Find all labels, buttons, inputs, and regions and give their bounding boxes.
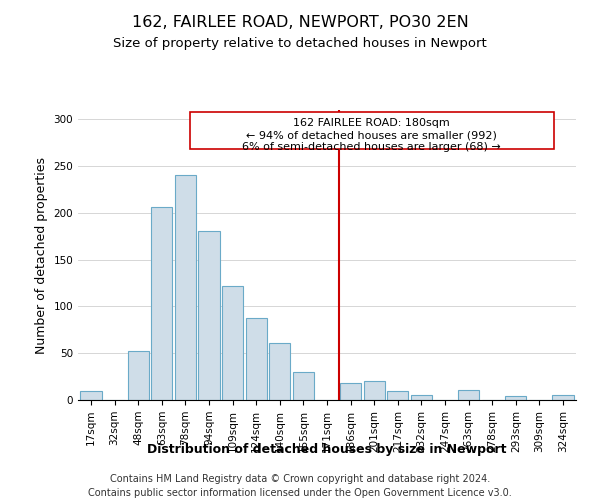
FancyBboxPatch shape	[190, 112, 554, 150]
Text: 162 FAIRLEE ROAD: 180sqm: 162 FAIRLEE ROAD: 180sqm	[293, 118, 450, 128]
Bar	[245, 318, 267, 400]
Bar	[199, 230, 220, 400]
Text: Distribution of detached houses by size in Newport: Distribution of detached houses by size …	[147, 442, 507, 456]
Bar	[340, 383, 361, 400]
Text: Size of property relative to detached houses in Newport: Size of property relative to detached ho…	[113, 38, 487, 51]
Text: ← 94% of detached houses are smaller (992): ← 94% of detached houses are smaller (99…	[247, 130, 497, 140]
Bar	[364, 382, 385, 400]
Bar	[269, 343, 290, 400]
Bar	[293, 372, 314, 400]
Bar	[553, 396, 574, 400]
Text: 6% of semi-detached houses are larger (68) →: 6% of semi-detached houses are larger (6…	[242, 142, 501, 152]
Bar	[80, 390, 101, 400]
Bar	[411, 396, 432, 400]
Bar	[128, 352, 149, 400]
Bar	[175, 176, 196, 400]
Text: Contains HM Land Registry data © Crown copyright and database right 2024.
Contai: Contains HM Land Registry data © Crown c…	[88, 474, 512, 498]
Bar	[505, 396, 526, 400]
Y-axis label: Number of detached properties: Number of detached properties	[35, 156, 48, 354]
Text: 162, FAIRLEE ROAD, NEWPORT, PO30 2EN: 162, FAIRLEE ROAD, NEWPORT, PO30 2EN	[131, 15, 469, 30]
Bar	[151, 208, 172, 400]
Bar	[387, 390, 409, 400]
Bar	[222, 286, 243, 400]
Bar	[458, 390, 479, 400]
